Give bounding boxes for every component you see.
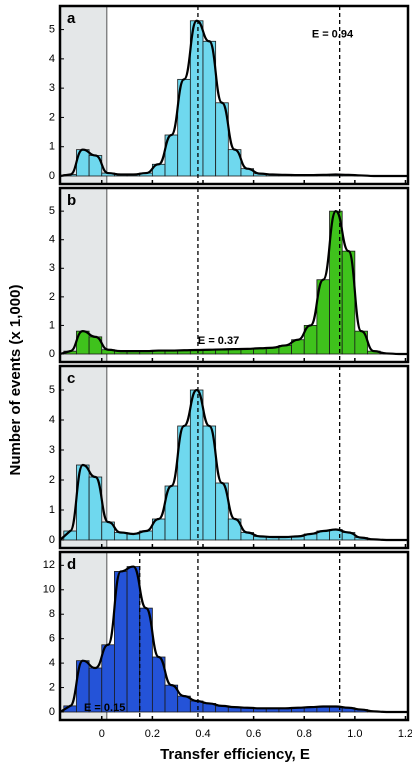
y-tick-label: 1 [49, 319, 55, 331]
y-tick-label: 4 [49, 234, 55, 246]
x-axis-label: Transfer efficiency, E [160, 746, 310, 763]
annotation: E = 0.37 [198, 335, 239, 347]
y-tick-label: 2 [49, 291, 55, 303]
y-tick-label: 0 [49, 170, 55, 182]
fit-curve [60, 19, 408, 178]
annotation: E = 0.94 [312, 28, 354, 40]
x-tick-label: 0.6 [246, 728, 261, 740]
y-tick-label: 0 [49, 348, 55, 360]
y-tick-label: 1 [49, 504, 55, 516]
panel-label: d [67, 556, 76, 573]
x-tick-label: 0 [99, 728, 105, 740]
y-tick-label: 8 [49, 608, 55, 620]
panel-label: a [67, 10, 76, 27]
y-tick-label: 4 [49, 657, 55, 669]
annotation: E = 0.15 [84, 702, 125, 714]
panel [60, 366, 408, 548]
panel-label: c [67, 370, 75, 387]
y-axis-label: Number of events (x 1,000) [7, 285, 24, 476]
x-tick-label: 1.0 [347, 728, 362, 740]
panel [60, 6, 408, 184]
y-tick-label: 5 [49, 205, 55, 217]
y-tick-label: 12 [43, 559, 55, 571]
x-tick-label: 1.2 [398, 728, 412, 740]
panel-frame [58, 4, 410, 186]
y-tick-label: 0 [49, 706, 55, 718]
fit-curve [60, 565, 408, 714]
y-tick-label: 0 [49, 534, 55, 546]
panel [60, 552, 408, 720]
y-tick-label: 3 [49, 262, 55, 274]
y-tick-label: 5 [49, 23, 55, 35]
y-tick-label: 1 [49, 141, 55, 153]
fit-curve [60, 388, 408, 542]
y-tick-label: 2 [49, 474, 55, 486]
y-tick-label: 2 [49, 111, 55, 123]
bar [189, 20, 204, 177]
y-tick-label: 3 [49, 444, 55, 456]
bar [189, 389, 204, 541]
panel-frame [58, 186, 410, 364]
panel-label: b [67, 192, 76, 209]
fit-curve [60, 210, 408, 356]
y-tick-label: 5 [49, 384, 55, 396]
y-tick-label: 3 [49, 82, 55, 94]
y-tick-label: 4 [49, 414, 55, 426]
panel-frame [58, 550, 410, 722]
x-tick-label: 0.8 [297, 728, 312, 740]
y-tick-label: 6 [49, 633, 55, 645]
x-tick-label: 0.4 [195, 728, 210, 740]
x-tick-label: 0.2 [145, 728, 160, 740]
y-tick-label: 2 [49, 681, 55, 693]
panel-frame [58, 364, 410, 550]
panel [60, 188, 408, 362]
bar [126, 566, 141, 713]
y-tick-label: 4 [49, 53, 55, 65]
y-tick-label: 10 [43, 584, 55, 596]
